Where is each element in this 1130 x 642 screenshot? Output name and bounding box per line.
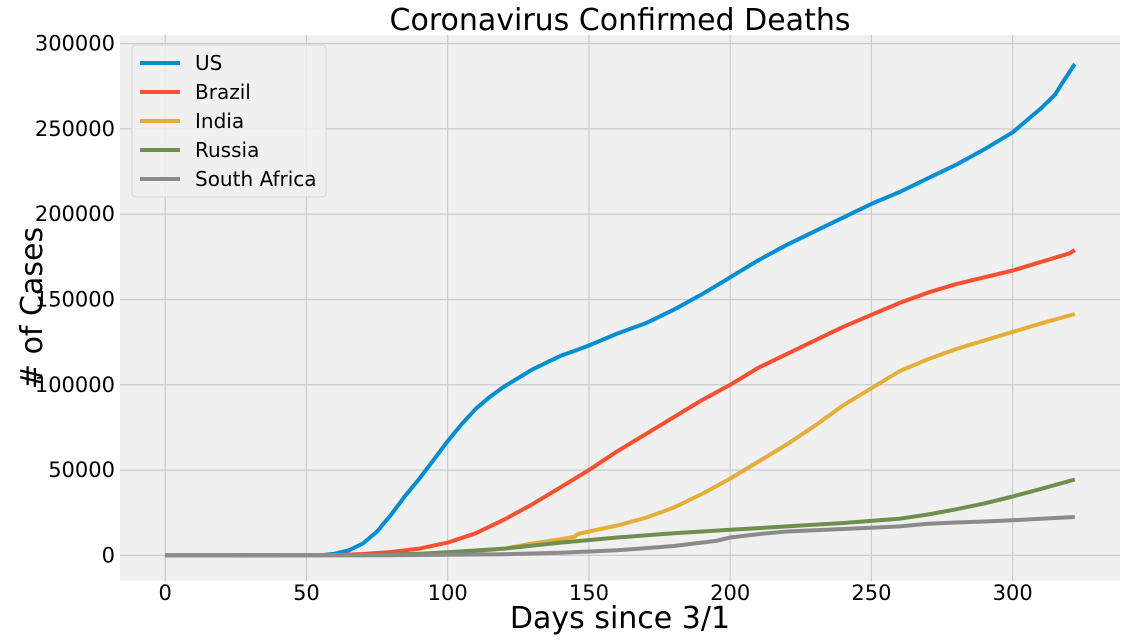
legend-label-brazil: Brazil xyxy=(195,80,251,104)
x-tick-label: 250 xyxy=(851,581,891,605)
chart-title: Coronavirus Confirmed Deaths xyxy=(390,3,851,38)
series-line-us xyxy=(165,62,1077,558)
y-tick-label: 150000 xyxy=(35,287,115,311)
series-lines xyxy=(165,62,1077,558)
y-tick-label: 100000 xyxy=(35,373,115,397)
x-axis-label: Days since 3/1 xyxy=(510,601,730,636)
x-tick-labels: 0 50 100 150 200 250 300 xyxy=(159,581,1033,605)
x-tick-label: 100 xyxy=(428,581,468,605)
y-tick-label: 200000 xyxy=(35,202,115,226)
y-tick-label: 250000 xyxy=(35,117,115,141)
series-line-india xyxy=(165,312,1076,558)
x-tick-label: 200 xyxy=(710,581,750,605)
series-line-brazil xyxy=(165,248,1076,558)
legend-label-india: India xyxy=(195,109,244,133)
x-tick-label: 50 xyxy=(293,581,320,605)
legend-label-us: US xyxy=(195,51,222,75)
legend-label-south-africa: South Africa xyxy=(195,167,317,191)
series-line-russia xyxy=(165,477,1076,558)
y-tick-label: 50000 xyxy=(48,458,115,482)
legend: US Brazil India Russia South Africa xyxy=(131,44,327,198)
y-tick-label: 0 xyxy=(102,543,115,567)
legend-box xyxy=(131,44,327,198)
series-line-south-africa xyxy=(165,515,1075,558)
y-tick-labels: 0 50000 100000 150000 200000 250000 300000 xyxy=(35,32,115,568)
legend-label-russia: Russia xyxy=(195,138,259,162)
y-tick-label: 300000 xyxy=(35,32,115,56)
x-tick-label: 150 xyxy=(569,581,609,605)
x-tick-label: 300 xyxy=(993,581,1033,605)
x-tick-label: 0 xyxy=(159,581,172,605)
y-axis-label: # of Cases xyxy=(15,227,50,389)
